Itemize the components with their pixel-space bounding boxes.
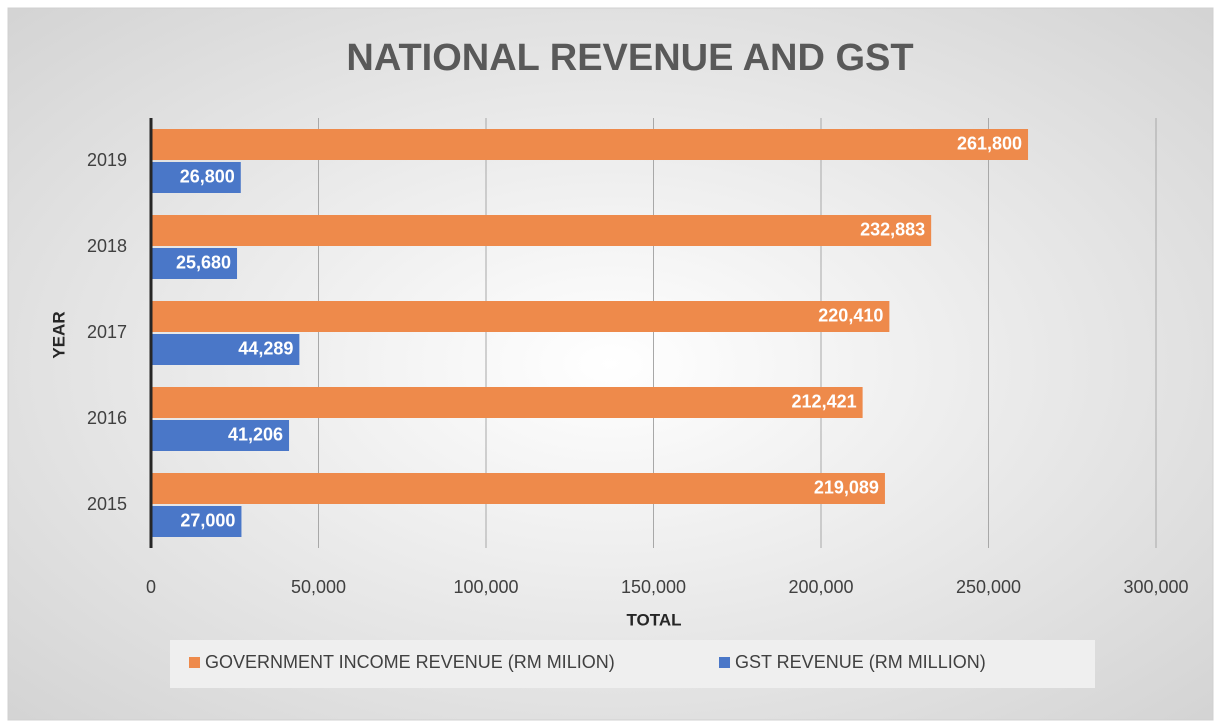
legend-box (170, 640, 1095, 688)
y-tick-label: 2015 (87, 494, 127, 514)
data-label: 261,800 (957, 133, 1022, 153)
x-tick-label: 50,000 (291, 577, 346, 597)
bar (151, 215, 932, 246)
y-tick-label: 2017 (87, 322, 127, 342)
data-label: 44,289 (238, 338, 293, 358)
x-tick-label: 250,000 (956, 577, 1021, 597)
bar (151, 387, 863, 418)
y-axis-title: YEAR (49, 311, 68, 358)
legend-swatch (189, 657, 200, 668)
x-tick-label: 0 (146, 577, 156, 597)
bar (151, 301, 890, 332)
bar (151, 129, 1029, 160)
x-tick-label: 100,000 (453, 577, 518, 597)
data-label: 26,800 (180, 166, 235, 186)
y-tick-label: 2016 (87, 408, 127, 428)
legend-swatch (719, 657, 730, 668)
x-axis-title: TOTAL (626, 610, 681, 629)
y-tick-label: 2019 (87, 150, 127, 170)
x-tick-label: 150,000 (621, 577, 686, 597)
data-label: 212,421 (792, 391, 857, 411)
data-label: 27,000 (180, 510, 235, 530)
data-label: 219,089 (814, 477, 879, 497)
legend-label: GST REVENUE (RM MILLION) (735, 652, 986, 672)
x-tick-label: 200,000 (788, 577, 853, 597)
bar (151, 420, 290, 451)
bar (151, 248, 238, 279)
x-tick-label: 300,000 (1123, 577, 1188, 597)
data-label: 232,883 (860, 219, 925, 239)
bar (151, 473, 885, 504)
bar (151, 506, 242, 537)
chart-title: NATIONAL REVENUE AND GST (346, 37, 913, 79)
legend-label: GOVERNMENT INCOME REVENUE (RM MILION) (205, 652, 615, 672)
bar (151, 162, 241, 193)
bar (151, 334, 300, 365)
data-label: 25,680 (176, 252, 231, 272)
data-label: 220,410 (818, 305, 883, 325)
y-tick-label: 2018 (87, 236, 127, 256)
data-label: 41,206 (228, 424, 283, 444)
